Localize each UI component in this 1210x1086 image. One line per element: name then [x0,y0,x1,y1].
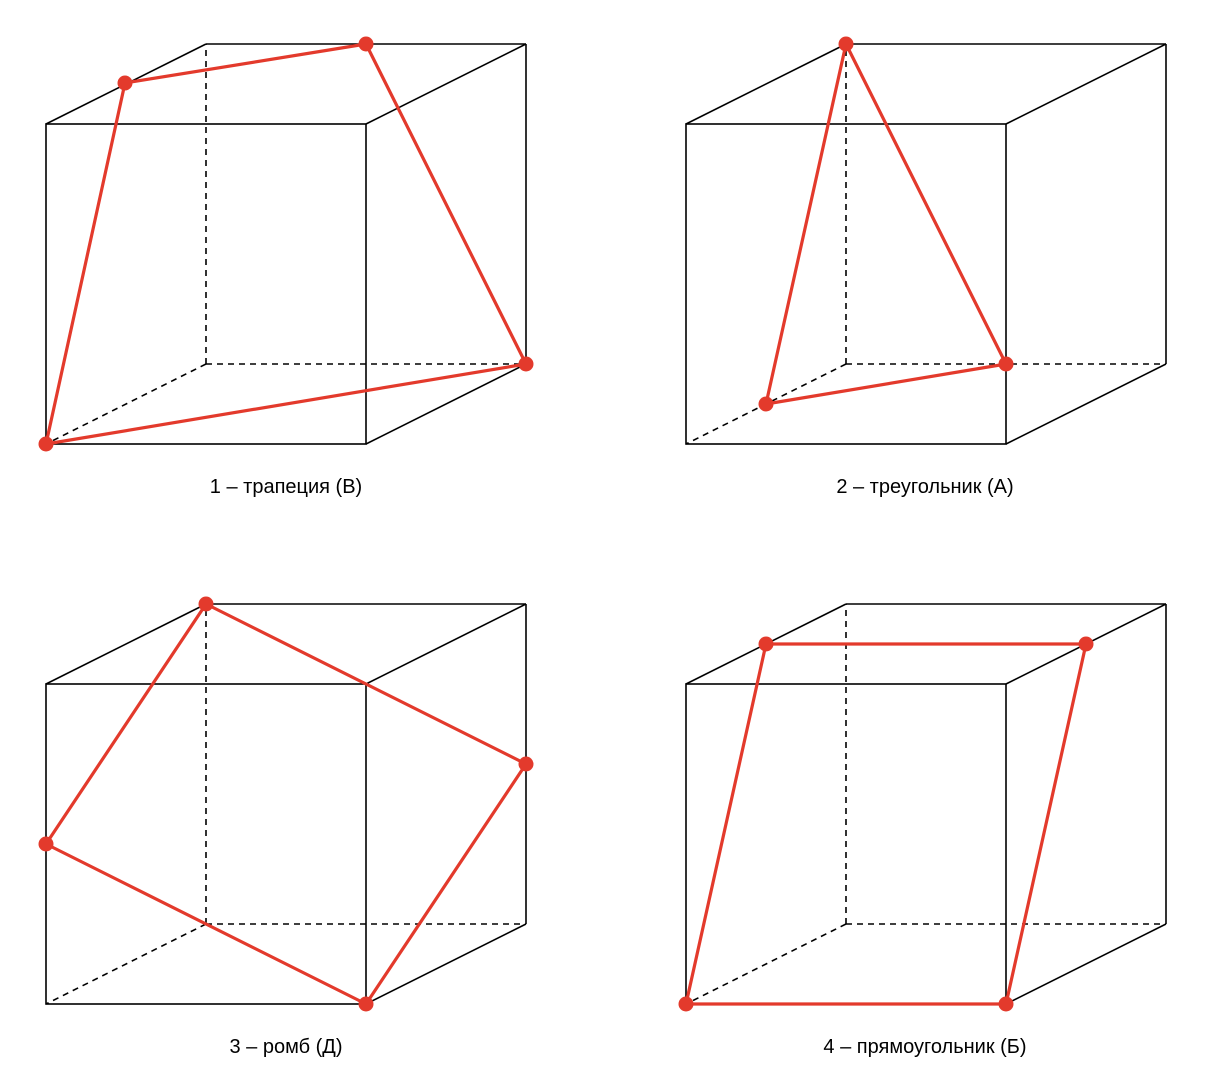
section-vertex-point [358,36,374,52]
section-vertex-point [998,996,1014,1012]
cube-1-hidden-edge [45,363,207,445]
cube-2-front-face [685,123,1007,445]
cube-1-edge [365,43,527,125]
cube-1-front-face [45,123,367,445]
section-rectangle [684,642,1088,1006]
figure-2-caption: 2 – треугольник (А) [836,476,1014,498]
section-vertex-point [38,836,54,852]
section-triangle [764,42,1008,406]
cube-3-edge [45,603,207,685]
section-vertex-point [838,36,854,52]
section-vertex-point [518,756,534,772]
section-rhombus [44,602,528,1006]
section-vertex-point [358,996,374,1012]
section-vertex-point [758,396,774,412]
figure-1-caption: 1 – трапеция (В) [209,476,363,498]
section-trapezoid [44,42,528,446]
section-vertex-point [198,596,214,612]
cube-2-edge [1005,363,1167,445]
section-vertex-point [1078,636,1094,652]
cube-4-edge [1005,923,1167,1005]
section-vertex-point [758,636,774,652]
cube-2-edge [1005,43,1167,125]
figure-4-caption: 4 – прямоугольник (Б) [823,1036,1027,1058]
cube-3-hidden-edge [45,923,207,1005]
cube-4-hidden-edge [685,923,847,1005]
section-vertex-point [518,356,534,372]
cube-3-edge [365,603,527,685]
section-vertex-point [117,75,133,91]
cube-3-edge [365,923,527,1005]
cube-1-edge [365,363,527,445]
section-vertex-point [678,996,694,1012]
section-vertex-point [38,436,54,452]
figure-3-caption: 3 – ромб (Д) [229,1036,343,1058]
cube-2-edge [685,43,847,125]
section-vertex-point [998,356,1014,372]
